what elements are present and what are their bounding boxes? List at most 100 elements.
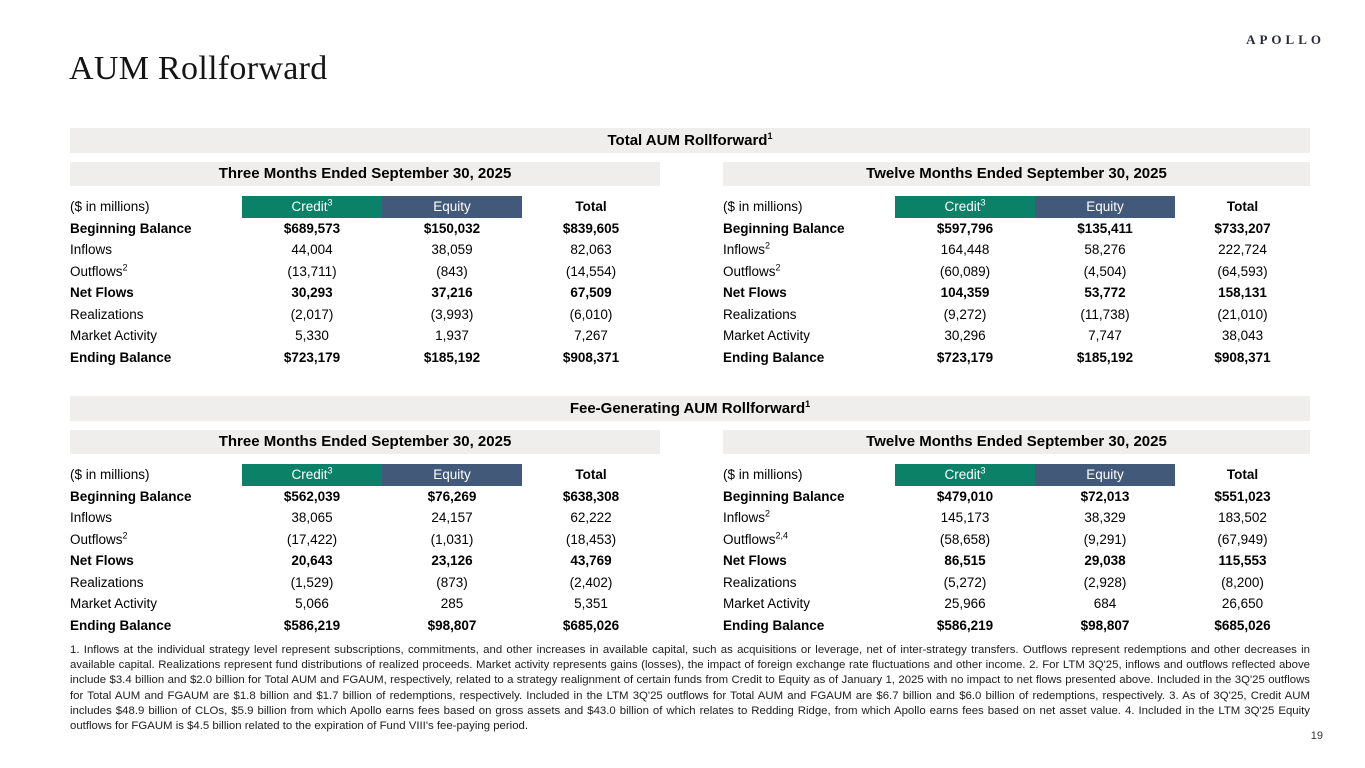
equity-value: $150,032	[423, 220, 481, 236]
section-title-band: Total AUM Rollforward1	[70, 128, 1310, 153]
section-title-sup: 1	[767, 131, 773, 141]
column-header-row: ($ in millions) Credit3 Equity Total	[723, 196, 1310, 218]
equity-value: (9,291)	[1083, 531, 1127, 547]
table-row: Outflows2 (17,422) (1,031) (18,453)	[70, 529, 660, 551]
credit-value: 20,643	[291, 553, 333, 568]
row-label: Ending Balance	[723, 347, 895, 369]
table-row: Realizations (9,272) (11,738) (21,010)	[723, 304, 1310, 326]
equity-value: (1,031)	[430, 531, 474, 547]
total-value: $685,026	[1214, 617, 1271, 633]
equity-value: $185,192	[1076, 349, 1134, 365]
row-label: Beginning Balance	[70, 218, 242, 240]
row-label-sup: 2	[122, 530, 128, 540]
equity-value: 7,747	[1088, 328, 1122, 343]
total-value: (6,010)	[569, 306, 613, 322]
equity-value: (3,993)	[430, 306, 474, 322]
credit-value: 145,173	[940, 510, 990, 525]
total-value: 62,222	[570, 510, 612, 525]
equity-value: $72,013	[1080, 488, 1130, 504]
credit-column-header: Credit3	[895, 196, 1035, 218]
table-body: Beginning Balance $689,573 $150,032 $839…	[70, 218, 660, 369]
rollforward-table-block: Three Months Ended September 30, 2025 ($…	[70, 430, 660, 636]
credit-value: $689,573	[283, 220, 341, 236]
total-value: 38,043	[1221, 328, 1264, 343]
equity-value: (11,738)	[1080, 306, 1130, 322]
credit-value: 164,448	[940, 242, 990, 257]
row-label: Market Activity	[723, 325, 895, 347]
table-row: Outflows2 (13,711) (843) (14,554)	[70, 261, 660, 283]
total-value: $638,308	[562, 488, 620, 504]
credit-value: $562,039	[283, 488, 341, 504]
table-row: Inflows 38,065 24,157 62,222	[70, 507, 660, 529]
row-label: Outflows2	[70, 261, 242, 283]
equity-value: 23,126	[431, 553, 473, 568]
apollo-logo: APOLLO	[1246, 32, 1325, 47]
table-row: Net Flows 30,293 37,216 67,509	[70, 282, 660, 304]
credit-value: $723,179	[283, 349, 341, 365]
credit-value: $586,219	[936, 617, 994, 633]
row-label-text: Realizations	[723, 306, 797, 322]
credit-value: $586,219	[283, 617, 341, 633]
total-value: (14,554)	[565, 263, 617, 279]
row-label: Outflows2,4	[723, 529, 895, 551]
table-row: Realizations (5,272) (2,928) (8,200)	[723, 572, 1310, 594]
row-label: Net Flows	[723, 282, 895, 304]
page-number: 19	[1310, 730, 1323, 742]
equity-column-header: Equity	[1035, 196, 1175, 218]
row-label-text: Net Flows	[723, 285, 787, 300]
equity-column-header: Equity	[382, 464, 522, 486]
credit-value: (9,272)	[943, 306, 987, 322]
row-label: Inflows	[70, 507, 242, 529]
unit-label: ($ in millions)	[70, 467, 150, 482]
row-label: Realizations	[723, 572, 895, 594]
row-label-sup: 2	[765, 508, 771, 519]
equity-value: 38,059	[431, 242, 473, 257]
unit-label: ($ in millions)	[723, 467, 803, 482]
total-value: $908,371	[562, 349, 620, 365]
total-column-header: Total	[1226, 199, 1259, 214]
row-label: Ending Balance	[70, 615, 242, 637]
equity-value: 58,276	[1084, 242, 1126, 257]
row-label-text: Outflows	[70, 263, 123, 279]
total-value: $908,371	[1214, 349, 1271, 365]
period-header: Three Months Ended September 30, 2025	[70, 430, 660, 454]
section-title-band: Fee-Generating AUM Rollforward1	[70, 396, 1310, 421]
equity-value: $98,807	[427, 617, 477, 633]
equity-value: (4,504)	[1083, 263, 1127, 279]
row-label-text: Market Activity	[723, 596, 811, 611]
period-header: Twelve Months Ended September 30, 2025	[723, 162, 1310, 186]
credit-value: $723,179	[936, 349, 994, 365]
row-label-sup: 2	[765, 240, 771, 251]
row-label-text: Inflows	[723, 510, 766, 525]
table-body: Beginning Balance $597,796 $135,411 $733…	[723, 218, 1310, 369]
equity-value: 285	[440, 596, 464, 611]
row-label-text: Market Activity	[70, 596, 158, 611]
row-label: Outflows2	[723, 261, 895, 283]
total-value: 222,724	[1218, 242, 1267, 257]
table-row: Beginning Balance $597,796 $135,411 $733…	[723, 218, 1310, 240]
row-label-text: Beginning Balance	[723, 220, 845, 236]
rollforward-table: ($ in millions) Credit3 Equity Total Beg…	[70, 196, 660, 368]
rollforward-section: Total AUM Rollforward1 Three Months Ende…	[70, 128, 1310, 368]
unit-label: ($ in millions)	[723, 199, 803, 214]
equity-column-header: Equity	[382, 196, 522, 218]
total-column-header: Total	[575, 199, 607, 214]
row-label: Net Flows	[70, 282, 242, 304]
row-label-text: Market Activity	[70, 328, 158, 343]
row-label-text: Realizations	[723, 574, 797, 590]
row-label: Realizations	[723, 304, 895, 326]
table-row: Net Flows 104,359 53,772 158,131	[723, 282, 1310, 304]
row-label: Market Activity	[723, 593, 895, 615]
credit-value: 5,330	[295, 328, 329, 343]
credit-header-text: Credit	[944, 467, 981, 482]
equity-value: 24,157	[431, 510, 473, 525]
credit-value: (5,272)	[943, 574, 987, 590]
credit-value: (1,529)	[290, 574, 334, 590]
row-label-text: Outflows	[723, 531, 776, 547]
table-row: Ending Balance $723,179 $185,192 $908,37…	[70, 347, 660, 369]
total-column-header: Total	[1226, 467, 1259, 482]
table-row: Ending Balance $723,179 $185,192 $908,37…	[723, 347, 1310, 369]
total-value: 82,063	[570, 242, 612, 257]
rollforward-section: Fee-Generating AUM Rollforward1 Three Mo…	[70, 396, 1310, 636]
